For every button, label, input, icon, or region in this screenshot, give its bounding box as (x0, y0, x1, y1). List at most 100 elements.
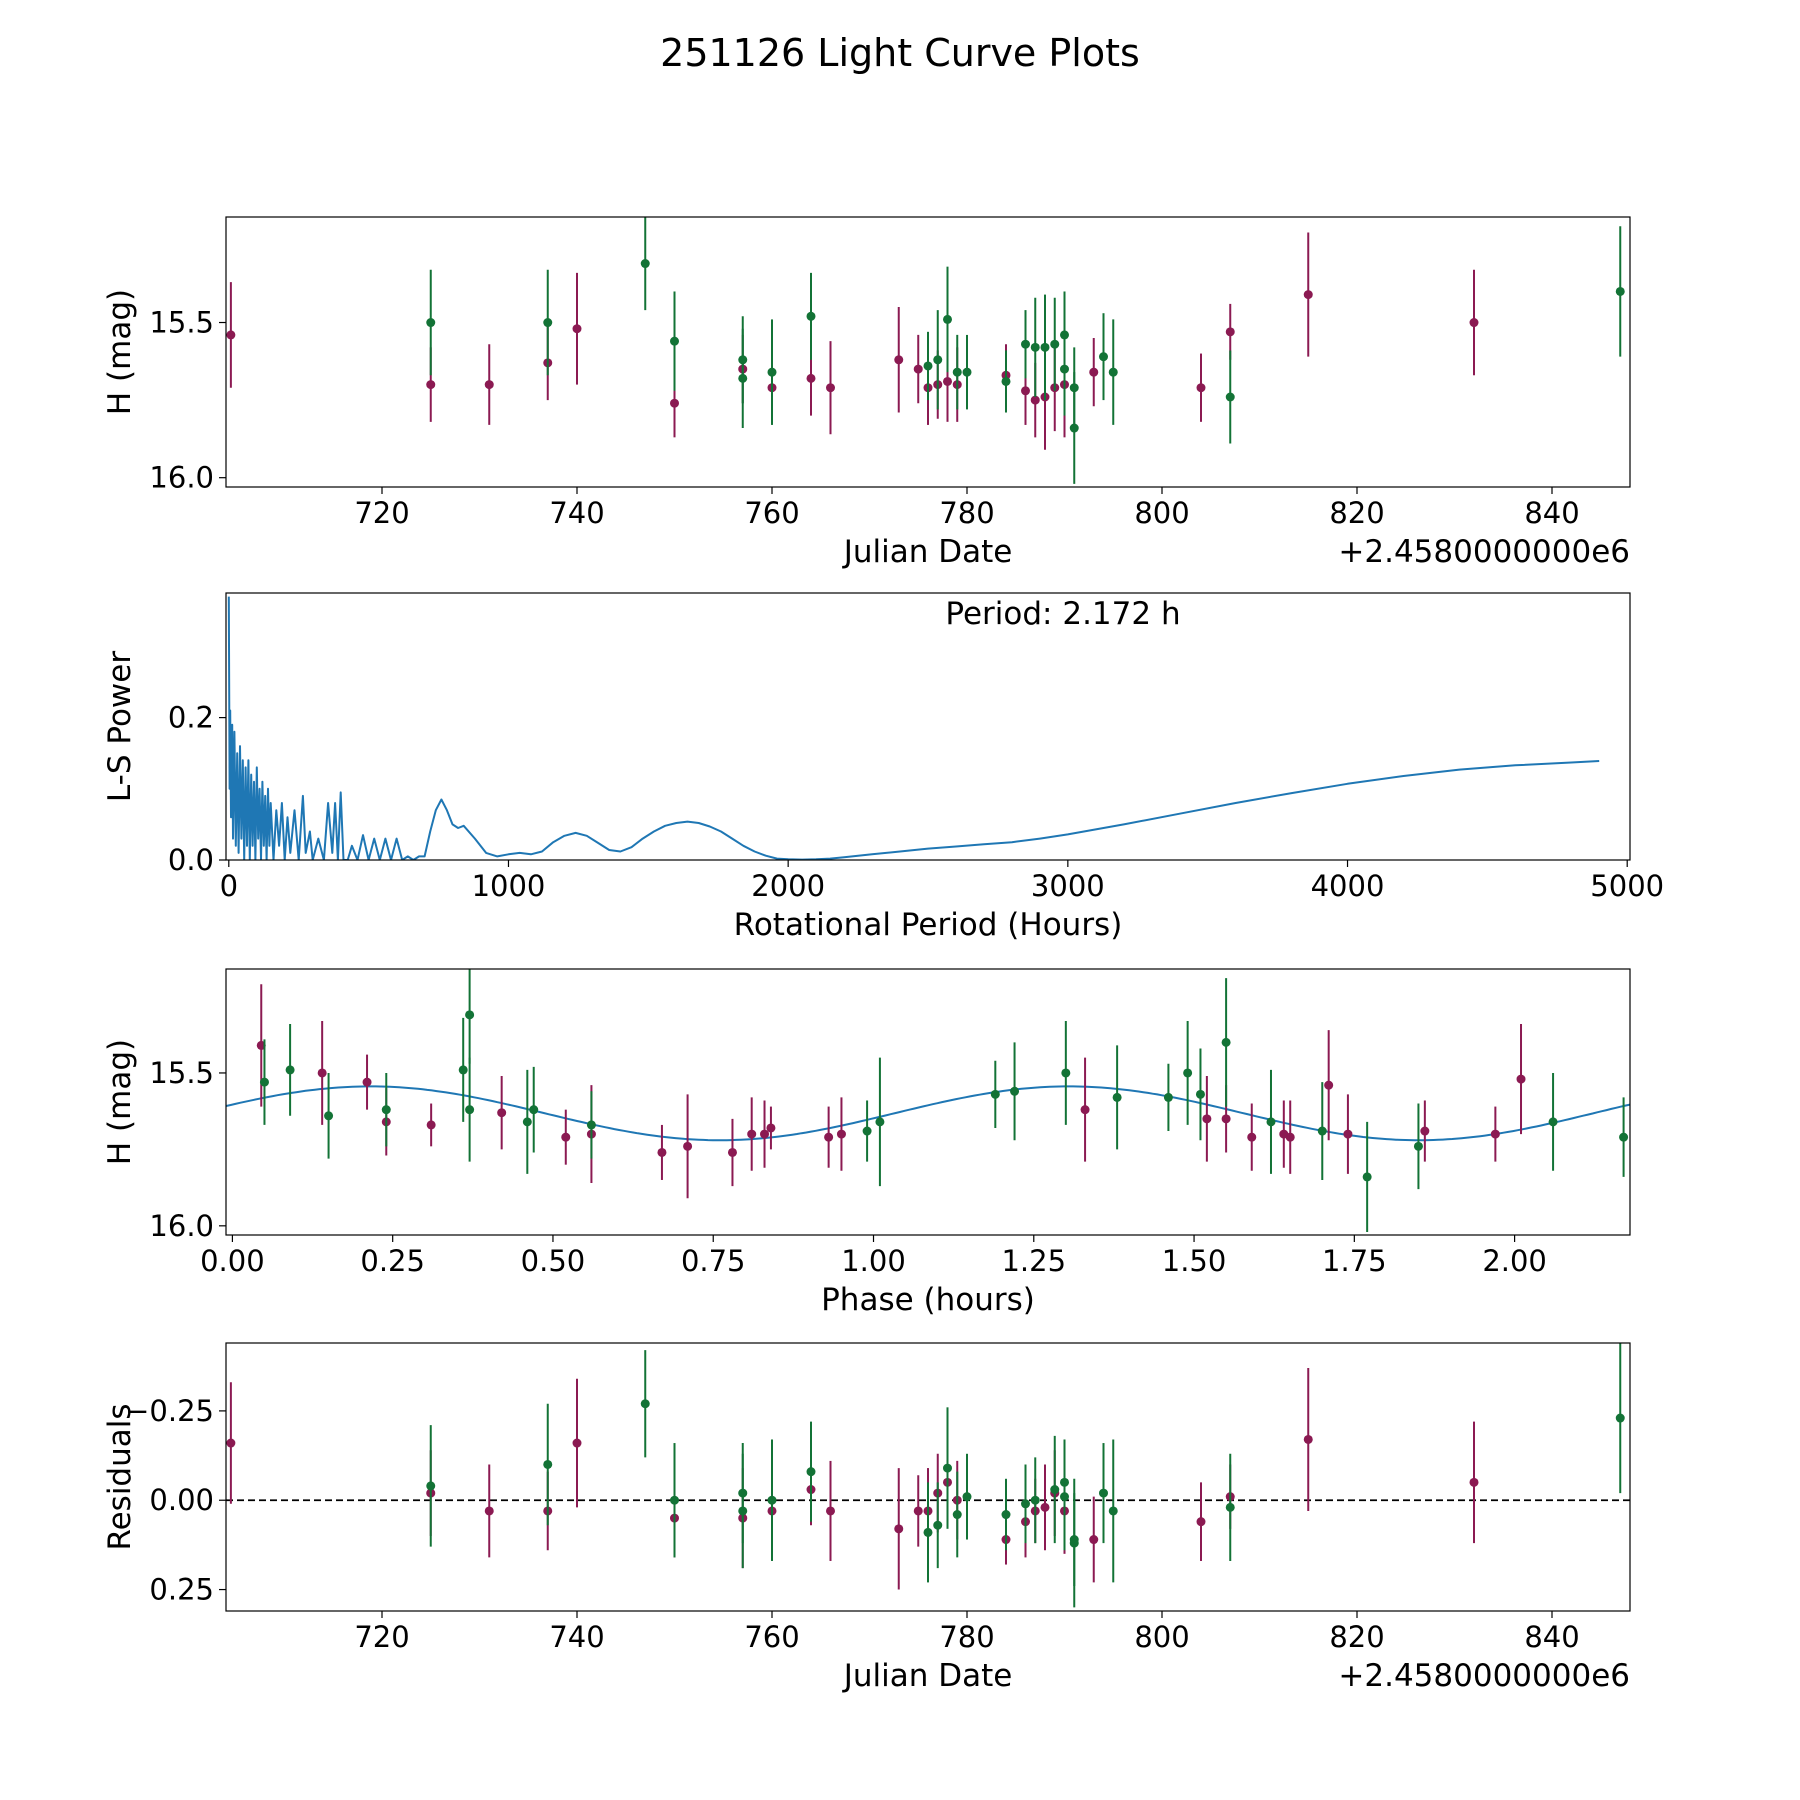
series_b-point (738, 355, 748, 365)
series_b-point (952, 367, 962, 377)
series_b-point (1163, 1092, 1173, 1102)
series_b-point (1040, 342, 1050, 352)
x-axis-label: Julian Date (842, 1658, 1013, 1694)
x-tick-label: 820 (1329, 1620, 1384, 1654)
series_a-point (1221, 1114, 1231, 1124)
x-tick-label: 840 (1524, 1620, 1579, 1654)
periodogram-panel: 0 1000 2000 3000 4000 5000 0.0 0.2 Rotational Pe… (102, 592, 1664, 943)
x-tick-label: 1.00 (841, 1244, 906, 1278)
series_b-point (670, 336, 679, 346)
phased-plot-area (226, 969, 1630, 1232)
series_a-point (572, 324, 582, 334)
series_b-point (1615, 1413, 1625, 1423)
series_a-point (1080, 1105, 1090, 1115)
y-tick-label: 0.25 (149, 1573, 214, 1607)
lightcurve-frame (225, 216, 1631, 488)
series_b-point (806, 311, 816, 321)
series_b-point (1225, 392, 1235, 402)
fit-model-line (226, 1085, 1630, 1142)
series_b-point (1183, 1068, 1193, 1078)
series_a-point (1490, 1129, 1500, 1139)
series_b-point (1060, 1477, 1069, 1487)
series_a-point (484, 1506, 494, 1516)
series_a-point (561, 1132, 571, 1142)
y-tick-label: 0.0 (168, 843, 214, 877)
series_b-point (962, 1492, 972, 1502)
series_b-point (943, 314, 952, 324)
series_b-point (933, 355, 943, 365)
series_b-point (381, 1105, 391, 1115)
series_b-point (1030, 1495, 1040, 1505)
series_a-point (1420, 1126, 1430, 1136)
series_a-point (1040, 1502, 1050, 1512)
series_a-point (1343, 1129, 1353, 1139)
series_b-point (1221, 1037, 1231, 1047)
series_b-point (1010, 1086, 1020, 1096)
series_b-point (862, 1126, 872, 1136)
x-tick-label: 800 (1134, 1620, 1189, 1654)
series_b-point (259, 1077, 269, 1087)
series_a-point (226, 1438, 236, 1448)
series_b-point (1050, 339, 1060, 349)
x-tick-label: 1.75 (1322, 1244, 1387, 1278)
series_a-point (826, 1506, 835, 1516)
series_a-point (727, 1147, 737, 1157)
phased-panel: 0.00 0.25 0.50 0.75 1.00 1.25 1.50 1.75 2.00 16.0… (102, 968, 1631, 1318)
series_a-point (760, 1129, 770, 1139)
x-tick-label: 2.00 (1482, 1244, 1547, 1278)
x-tick-label: 1000 (472, 869, 546, 903)
x-tick-label: 4000 (1311, 869, 1385, 903)
series_a-point (670, 398, 679, 408)
series_b-point (1001, 1510, 1011, 1520)
series_b-point (1069, 1535, 1079, 1545)
series_a-point (484, 380, 494, 390)
series_b-point (923, 1527, 933, 1537)
series_b-point (529, 1105, 539, 1115)
series_b-point (1619, 1132, 1629, 1142)
series_b-point (875, 1117, 885, 1127)
y-tick-label: 16.0 (149, 1209, 214, 1243)
x-offset-label: +2.4580000000e6 (1338, 534, 1630, 570)
series_b-point (1266, 1117, 1276, 1127)
series_b-point (640, 259, 650, 269)
series_a-point (766, 1123, 776, 1133)
series_b-point (458, 1065, 468, 1075)
y-axis-label: H (mag) (102, 289, 138, 415)
x-tick-label: 5000 (1590, 869, 1664, 903)
series_b-point (1021, 1499, 1030, 1509)
series_b-point (1548, 1117, 1558, 1127)
x-tick-label: 0.00 (200, 1244, 265, 1278)
series_a-point (1303, 290, 1313, 300)
series_a-point (1030, 395, 1040, 405)
series_b-point (806, 1467, 816, 1477)
series_b-point (465, 1105, 475, 1115)
series_b-point (767, 1495, 777, 1505)
series_b-point (1099, 1488, 1108, 1498)
series_b-point (285, 1065, 295, 1075)
series_a-point (1089, 367, 1099, 377)
series_b-point (738, 1488, 748, 1498)
x-tick-label: 0.25 (360, 1244, 425, 1278)
lightcurve-plot-area (226, 217, 1625, 484)
series_a-point (913, 364, 923, 374)
series_b-point (1112, 1092, 1122, 1102)
series_a-point (747, 1129, 757, 1139)
series_b-point (1030, 342, 1040, 352)
series_b-point (767, 367, 777, 377)
series_b-point (1060, 330, 1069, 340)
series_a-point (426, 380, 436, 390)
x-tick-label: 840 (1524, 496, 1579, 530)
series_a-point (894, 355, 904, 365)
series_b-point (943, 1463, 952, 1473)
residuals-frame (225, 1342, 1631, 1612)
series_a-point (1196, 383, 1206, 393)
periodogram-plot-area (227, 596, 1600, 860)
series_b-point (923, 361, 933, 371)
x-tick-label: 800 (1134, 496, 1189, 530)
y-tick-label: 15.5 (149, 306, 214, 340)
series_a-point (826, 383, 835, 393)
x-tick-label: 0 (220, 869, 238, 903)
series_b-point (1001, 376, 1011, 386)
series_b-point (1413, 1141, 1423, 1151)
series_b-point (1061, 1068, 1071, 1078)
